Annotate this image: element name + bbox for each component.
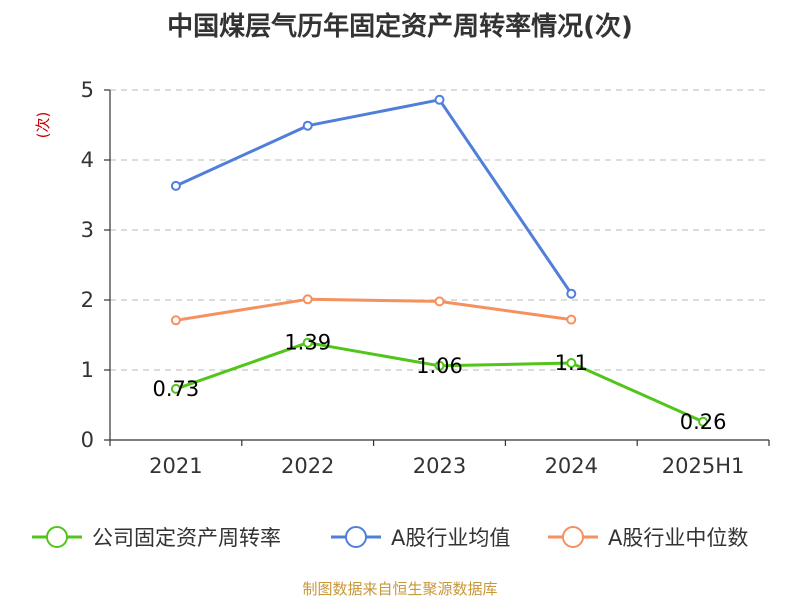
data-point bbox=[302, 294, 313, 305]
data-point bbox=[434, 296, 445, 307]
data-labels: 0.73 1.39 1.06 1.1 0.26 bbox=[153, 331, 727, 434]
series-lines bbox=[170, 94, 709, 427]
source-note: 制图数据来自恒生聚源数据库 bbox=[302, 580, 498, 598]
data-point bbox=[566, 314, 577, 325]
legend-label: A股行业中位数 bbox=[608, 526, 748, 550]
x-tick-labels: 2021 2022 2023 2024 2025H1 bbox=[149, 454, 744, 478]
data-point bbox=[698, 416, 709, 427]
y-tick-label: 0 bbox=[81, 428, 94, 452]
data-label: 1.1 bbox=[555, 351, 588, 375]
series-line bbox=[175, 297, 572, 322]
y-tick-label: 4 bbox=[81, 148, 94, 172]
chart-title: 中国煤层气历年固定资产周转率情况(次) bbox=[167, 12, 633, 42]
data-point bbox=[302, 120, 313, 131]
data-point bbox=[566, 358, 577, 368]
data-point bbox=[170, 180, 181, 191]
legend-label: A股行业均值 bbox=[391, 526, 510, 550]
legend-marker bbox=[46, 526, 68, 548]
x-tick-label: 2021 bbox=[149, 454, 202, 478]
series-line bbox=[175, 98, 573, 295]
y-tick-label: 1 bbox=[81, 358, 94, 382]
y-tick-label: 5 bbox=[81, 78, 94, 102]
axes bbox=[104, 89, 770, 446]
x-tick-label: 2023 bbox=[413, 454, 466, 478]
data-point bbox=[566, 288, 577, 299]
legend-marker bbox=[562, 526, 584, 548]
gridlines bbox=[110, 89, 769, 371]
y-axis-label: (次) bbox=[34, 112, 52, 139]
data-label: 0.73 bbox=[153, 377, 200, 401]
x-tick-label: 2022 bbox=[281, 454, 334, 478]
data-label: 1.06 bbox=[416, 354, 463, 378]
data-label: 1.39 bbox=[284, 331, 331, 355]
x-tick-label: 2024 bbox=[545, 454, 598, 478]
data-point bbox=[434, 94, 445, 105]
legend-label: 公司固定资产周转率 bbox=[92, 526, 281, 550]
data-point bbox=[170, 383, 181, 394]
y-tick-labels: 0 1 2 3 4 5 bbox=[81, 78, 94, 452]
y-tick-label: 2 bbox=[81, 288, 94, 312]
data-label: 0.26 bbox=[680, 410, 727, 434]
legend: 公司固定资产周转率 A股行业均值 A股行业中位数 bbox=[32, 526, 748, 550]
data-point bbox=[302, 337, 313, 348]
legend-marker bbox=[345, 526, 367, 548]
y-tick-label: 3 bbox=[81, 218, 94, 242]
data-point bbox=[170, 315, 181, 326]
x-tick-label: 2025H1 bbox=[662, 454, 745, 478]
data-point bbox=[434, 360, 445, 371]
